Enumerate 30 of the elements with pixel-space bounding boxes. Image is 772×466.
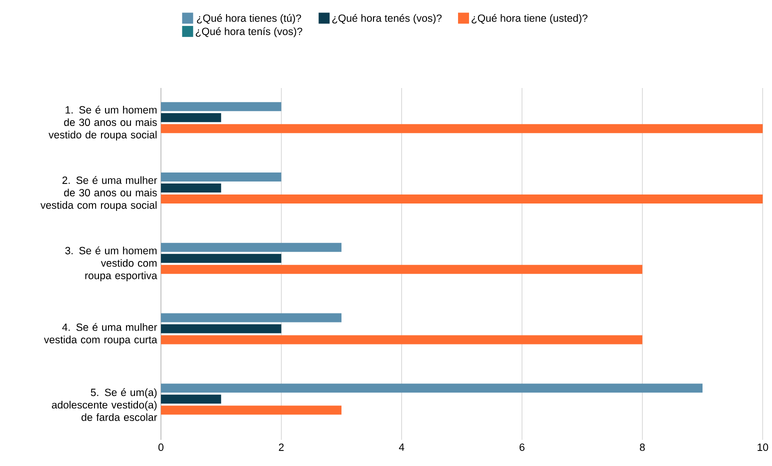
bar [160,102,282,112]
y-tick-label: 5. Se é um(a) adolescente vestido(a) de farda escolar [52,388,158,422]
bar [160,324,282,334]
legend-label: ¿Qué hora tiene (usted)? [472,14,588,24]
legend-label: ¿Qué hora tienes (tú)? [196,14,302,24]
x-tick-label: 10 [758,444,768,452]
x-tick-label: 2 [278,444,284,451]
bar [160,254,282,263]
bar [160,113,222,122]
y-tick-label: 3. Se é um homem vestido com roupa esportiva [65,246,158,282]
bar [160,124,763,134]
y-tick-label: 4. Se é uma mulher vestida com roupa curta [44,323,158,346]
y-tick-label: 1. Se é um homem de 30 anos ou mais vestido de roupa social [48,106,157,141]
bar [160,335,642,344]
x-tick-label: 8 [640,444,645,452]
bar [160,243,342,252]
bar [160,313,342,322]
legend-label: ¿Qué hora tenés (vos)? [332,14,442,24]
bar [160,184,222,193]
bar [160,172,282,182]
x-tick-label: 6 [520,444,524,452]
legend-label: ¿Qué hora tenís (vos)? [196,27,302,38]
bar [160,406,342,415]
bar [160,264,642,274]
y-tick-label: 2. Se é uma mulher de 30 anos ou mais vestida com roupa social [40,176,158,212]
x-tick-label: 0 [158,444,164,452]
bar [160,394,222,404]
bar [160,384,703,393]
bar [160,194,763,204]
x-tick-label: 4 [398,444,404,451]
